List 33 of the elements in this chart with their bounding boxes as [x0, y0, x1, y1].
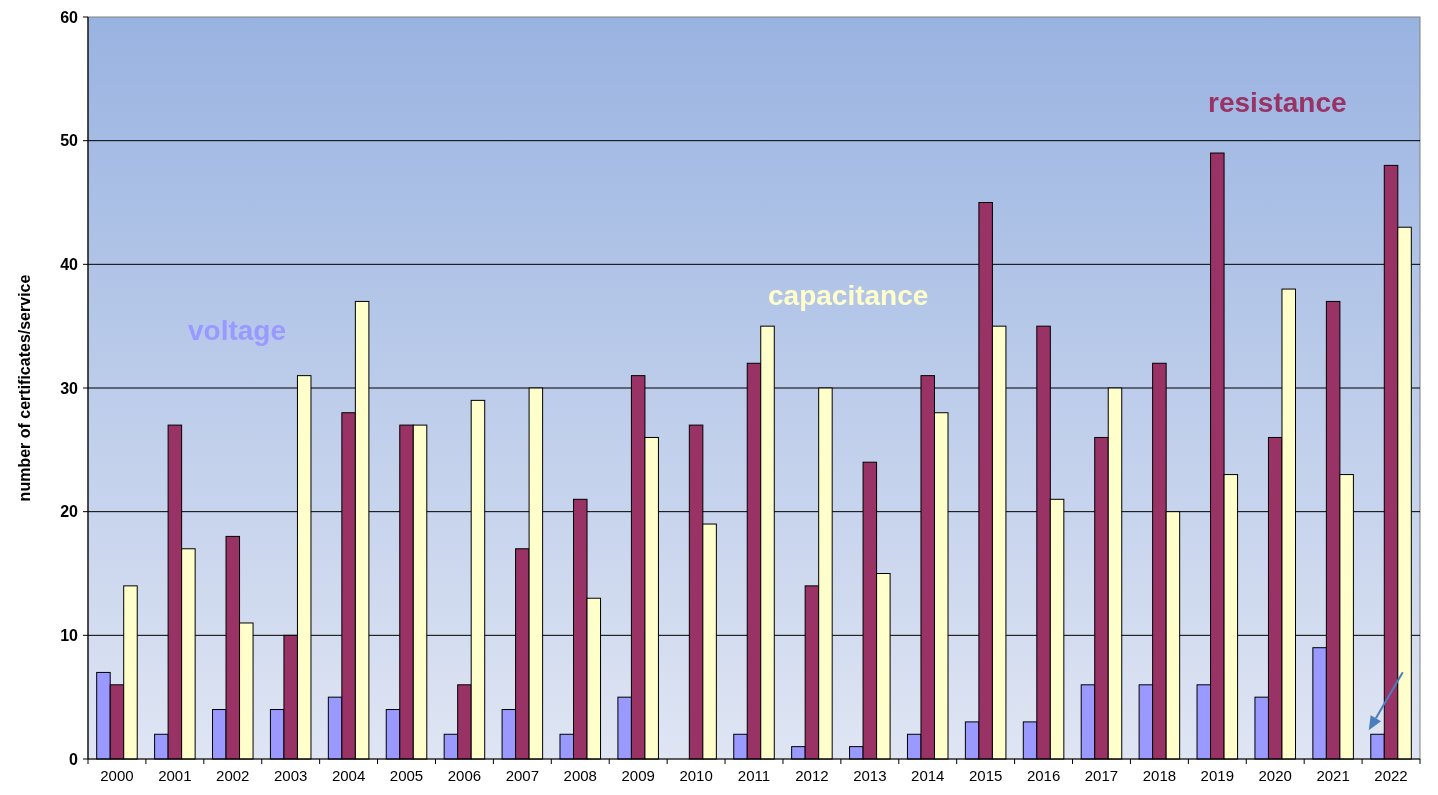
x-tick-label: 2001 — [158, 767, 192, 784]
x-tick-label: 2015 — [968, 767, 1003, 784]
x-tick-label: 2012 — [795, 767, 829, 784]
x-tick-label: 2019 — [1200, 767, 1234, 784]
y-tick-label: 40 — [60, 255, 79, 273]
y-tick-label: 50 — [60, 132, 79, 150]
x-tick-label: 2002 — [216, 767, 250, 784]
series-label: resistance — [1208, 86, 1347, 118]
x-tick-label: 2005 — [389, 767, 424, 784]
x-tick-label: 2022 — [1374, 767, 1408, 784]
x-tick-label: 2011 — [737, 767, 771, 784]
x-tick-label: 2014 — [911, 767, 945, 784]
y-tick-label: 20 — [60, 503, 79, 521]
x-tick-label: 2003 — [274, 767, 308, 784]
y-axis-title: number of certificates/service — [16, 274, 33, 502]
x-tick-label: 2016 — [1026, 767, 1061, 784]
x-tick-label: 2008 — [563, 767, 597, 784]
y-tick-label: 60 — [60, 8, 79, 26]
x-tick-label: 2000 — [100, 767, 134, 784]
x-tick-label: 2010 — [679, 767, 713, 784]
x-tick-label: 2006 — [447, 767, 482, 784]
x-tick-label: 2021 — [1316, 767, 1350, 784]
x-tick-label: 2007 — [505, 767, 540, 784]
y-tick-label: 0 — [69, 750, 79, 768]
x-tick-label: 2018 — [1142, 767, 1177, 784]
x-tick-label: 2020 — [1258, 767, 1292, 784]
y-tick-label: 30 — [60, 379, 79, 397]
series-label: capacitance — [768, 279, 929, 311]
y-tick-label: 10 — [60, 626, 79, 644]
x-tick-label: 2017 — [1084, 767, 1119, 784]
x-tick-label: 2009 — [621, 767, 655, 784]
x-tick-label: 2004 — [331, 767, 366, 784]
x-tick-label: 2013 — [853, 767, 887, 784]
